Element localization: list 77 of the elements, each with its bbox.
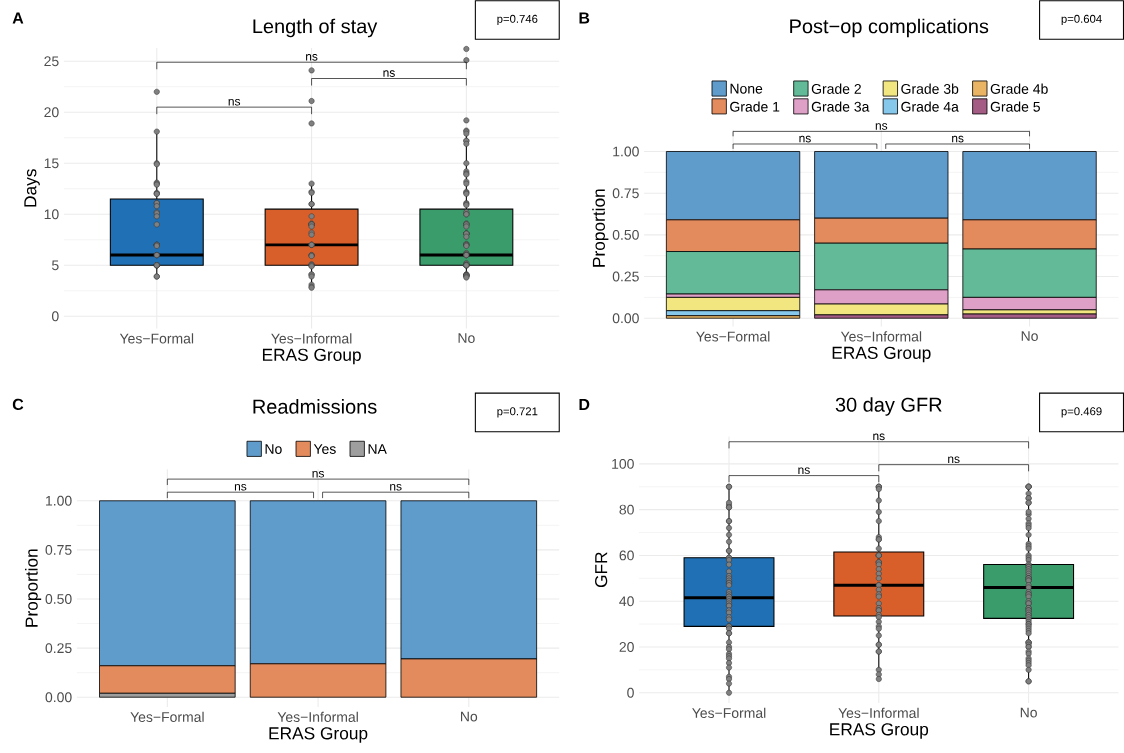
annotation: ns [234, 484, 247, 491]
legend-label: Grade 4a [901, 101, 959, 112]
y-tick-label: 5 [52, 260, 59, 271]
legend-label: Grade 3a [811, 101, 870, 112]
x-tick-label: No [1021, 331, 1038, 342]
y-tick-label: 0.00 [612, 313, 639, 324]
x-tick-label: No [1020, 707, 1037, 718]
y-tick-label: 1.00 [46, 495, 72, 506]
y-tick-label: 0.25 [45, 643, 72, 654]
y-tick-label: 0.50 [45, 594, 72, 604]
legend-label: Grade 3b [901, 83, 959, 94]
text: p=0.746 [497, 14, 538, 26]
legend-label: Grade 4b [990, 83, 1048, 94]
x-tick-label: Yes−Informal [271, 333, 352, 344]
y-tick-label: 10 [44, 209, 59, 220]
text: B [579, 12, 590, 24]
y-tick-label: 1.00 [613, 146, 639, 157]
x-tick-label: Yes−Informal [277, 711, 358, 723]
y-axis-title: Proportion [25, 549, 42, 627]
annotation: ns [306, 54, 318, 61]
y-tick-label: 25 [44, 56, 59, 67]
y-tick-label: 0.50 [612, 229, 639, 240]
annotation: ns [798, 467, 810, 475]
y-tick-label: 15 [44, 158, 59, 169]
y-tick-label: 0 [51, 311, 59, 322]
y-tick-label: 0 [627, 687, 634, 698]
legend-label: NA [368, 444, 387, 454]
annotation: ns [799, 135, 811, 143]
y-tick-label: 20 [619, 642, 634, 652]
chart-title: Length of stay [253, 18, 378, 38]
chart-title: Post−op complications [790, 18, 989, 38]
y-tick-label: 100 [612, 458, 634, 469]
annotation: ns [948, 456, 960, 464]
x-axis-title: ERAS Group [832, 346, 931, 363]
text: A [12, 12, 24, 24]
x-tick-label: Yes−Informal [840, 331, 922, 342]
y-tick-label: 80 [619, 504, 634, 515]
x-tick-label: No [461, 711, 478, 722]
annotation: ns [390, 484, 402, 491]
text: p=0.604 [1061, 14, 1102, 26]
x-tick-label: Yes−Formal [119, 333, 194, 344]
annotation: ns [312, 470, 324, 478]
annotation: ns [873, 433, 885, 441]
annotation: ns [228, 98, 241, 106]
y-tick-label: 0.75 [612, 188, 639, 199]
text: D [579, 398, 590, 410]
x-axis-title: ERAS Group [830, 723, 929, 739]
annotation: ns [952, 135, 964, 143]
legend-label: No [265, 444, 282, 454]
legend-label: Grade 1 [730, 101, 780, 112]
legend-label: None [730, 83, 763, 94]
y-tick-label: 20 [44, 107, 59, 118]
x-tick-label: Yes−Formal [130, 711, 204, 723]
text: p=0.721 [497, 407, 538, 418]
chart-title: 30 day GFR [835, 397, 942, 416]
x-tick-label: Yes−Formal [692, 707, 766, 719]
legend-label: Grade 5 [990, 101, 1040, 112]
y-tick-label: 0.75 [45, 544, 72, 555]
y-tick-label: 60 [619, 550, 634, 561]
text: p=0.469 [1061, 407, 1102, 418]
legend-label: Yes [313, 444, 336, 454]
y-axis-title: Days [24, 169, 40, 207]
y-tick-label: 0.25 [612, 271, 639, 282]
x-tick-label: Yes−Informal [838, 707, 919, 719]
y-axis-title: GFR [595, 552, 608, 588]
text: ns [875, 123, 888, 130]
x-tick-label: Yes−Formal [696, 331, 770, 342]
x-axis-title: ERAS Group [269, 727, 368, 743]
text: C [12, 398, 24, 411]
y-tick-label: 0.00 [45, 692, 72, 703]
legend-label: Grade 2 [811, 83, 861, 94]
y-tick-label: 40 [619, 596, 634, 607]
x-tick-label: No [458, 333, 475, 344]
chart-title: Readmissions [253, 399, 377, 414]
y-axis-title: Proportion [592, 189, 609, 267]
x-axis-title: ERAS Group [262, 348, 361, 365]
annotation: ns [383, 70, 395, 77]
